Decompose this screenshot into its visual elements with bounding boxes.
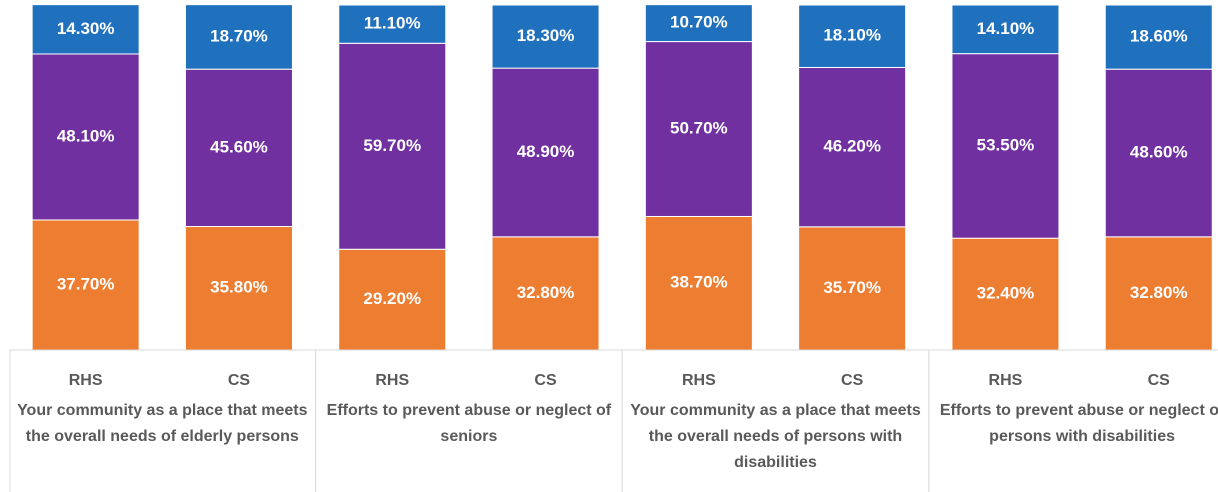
x-tick-label: CS [841,372,864,389]
bar-segment [951,53,1060,239]
value-label: 46.20% [823,137,881,156]
bar-segment [644,4,753,43]
bar-segment [31,219,140,351]
bar-segment [338,248,447,351]
bar-segment [644,215,753,351]
bar-segment [31,53,140,221]
bar-segment [1104,236,1213,351]
value-label: 38.70% [670,273,728,292]
bar-segment [1104,4,1213,70]
x-tick-label: CS [1148,372,1171,389]
value-label: 37.70% [57,274,115,293]
bar-segment [338,4,447,44]
bar-segment [798,4,907,68]
x-tick-label: RHS [989,372,1023,389]
bar-segment [184,225,293,351]
bar-segment [184,4,293,70]
value-label: 32.80% [517,283,575,302]
group-label: Your community as a place that meets the… [630,402,921,471]
x-tick-label: CS [228,372,251,389]
bar-segment [31,4,140,55]
value-label: 48.10% [57,126,115,145]
x-tick-label: RHS [682,372,716,389]
value-label: 48.60% [1130,142,1188,161]
value-label: 35.80% [210,278,268,297]
value-label: 14.10% [977,19,1035,38]
bar-segment [1104,68,1213,238]
bar-segment [338,42,447,250]
value-label: 32.40% [977,284,1035,303]
value-label: 35.70% [823,278,881,297]
value-label: 32.80% [1130,283,1188,302]
value-label: 59.70% [363,136,421,155]
value-label: 10.70% [670,13,728,32]
value-label: 11.10% [364,14,421,33]
x-tick-label: RHS [375,372,409,389]
value-label: 18.10% [823,26,881,45]
value-label: 53.50% [977,135,1035,154]
bar-segment [491,4,600,69]
group-label: Your community as a place that meets the… [17,402,308,445]
bar-segment [951,237,1060,351]
value-label: 50.70% [670,119,728,138]
bar-segment [491,67,600,238]
value-label: 14.30% [57,19,115,38]
bar-segment [491,236,600,351]
value-label: 48.90% [517,142,575,161]
value-label: 18.70% [210,26,268,45]
value-label: 45.60% [210,137,268,156]
value-label: 18.30% [517,26,575,45]
bar-segment [951,4,1060,55]
bar-segment [644,41,753,217]
group-label: Efforts to prevent abuse or neglect of s… [326,402,612,445]
bar-segment [798,226,907,351]
bar-segment [184,68,293,227]
x-tick-label: RHS [69,372,103,389]
value-label: 18.60% [1130,27,1188,46]
bar-segment [798,66,907,228]
value-label: 29.20% [363,289,421,308]
x-tick-label: CS [534,372,557,389]
group-label: Efforts to prevent abuse or neglect of p… [939,402,1218,445]
